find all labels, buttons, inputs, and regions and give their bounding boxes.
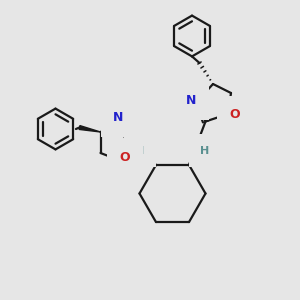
Text: N: N <box>113 111 124 124</box>
Text: O: O <box>119 151 130 164</box>
Text: N: N <box>186 94 197 107</box>
Polygon shape <box>79 126 100 132</box>
Text: O: O <box>229 108 240 121</box>
Text: H: H <box>136 146 145 155</box>
Text: H: H <box>200 146 209 155</box>
Polygon shape <box>189 152 201 165</box>
